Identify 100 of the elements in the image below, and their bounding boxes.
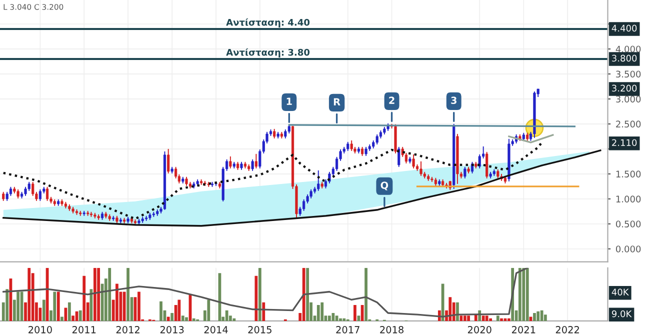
bar <box>97 268 100 321</box>
bar <box>518 268 522 321</box>
bar <box>339 318 342 321</box>
bar <box>357 316 360 321</box>
y-tick-label: 1.000 <box>616 196 641 202</box>
bar <box>460 316 463 321</box>
annotation: 40K <box>612 288 629 296</box>
candlestick <box>251 158 254 172</box>
bar <box>254 276 258 321</box>
annotation: R <box>334 98 340 106</box>
bar <box>489 318 492 321</box>
x-tick-label: 2012 <box>116 326 140 334</box>
annotation: 2.110 <box>612 139 637 146</box>
x-tick-label: 2011 <box>72 326 96 334</box>
bar <box>138 292 140 321</box>
bar <box>482 316 485 321</box>
bar <box>160 301 162 321</box>
candlestick <box>398 146 400 168</box>
bar <box>544 314 547 321</box>
x-tick-label: 2021 <box>512 326 536 334</box>
candlestick <box>317 170 320 192</box>
bar <box>116 284 118 321</box>
bar <box>225 310 228 321</box>
bar <box>192 318 196 321</box>
candlestick <box>404 152 408 164</box>
bar <box>533 313 536 321</box>
candlestick <box>167 148 170 174</box>
y-tick-label: 1.500 <box>616 170 641 178</box>
annotation: 9.0K <box>612 310 632 318</box>
x-tick-label: 2022 <box>556 326 579 334</box>
bar <box>6 289 9 321</box>
bar <box>42 300 46 321</box>
x-tick-label: 2015 <box>248 326 272 334</box>
bar <box>16 292 20 321</box>
bar <box>536 311 540 321</box>
bar <box>529 316 532 321</box>
x-tick-label: 2013 <box>160 326 184 334</box>
bar <box>332 313 335 321</box>
bar <box>306 268 309 321</box>
bar <box>53 292 56 321</box>
bar <box>342 318 346 321</box>
bar <box>456 302 459 321</box>
bar <box>354 305 356 321</box>
bar <box>82 276 86 321</box>
annotation: 3 <box>451 96 456 104</box>
bar <box>178 300 181 321</box>
candlestick <box>302 198 306 212</box>
y-tick-label: 4.000 <box>616 46 641 53</box>
bar <box>467 316 470 321</box>
y-tick-label: 0.000 <box>616 246 641 252</box>
candlestick <box>464 166 466 179</box>
bar <box>302 268 306 321</box>
bar <box>232 318 236 321</box>
candlestick <box>376 134 378 145</box>
line-series <box>2 141 543 220</box>
bar <box>93 268 96 321</box>
bar <box>170 313 174 321</box>
bar <box>328 316 331 321</box>
bar <box>56 292 60 321</box>
bar <box>474 314 478 321</box>
x-tick-label: 2014 <box>204 326 228 334</box>
bar <box>60 316 64 321</box>
annotation: 3.200 <box>612 84 637 92</box>
annotation: 2 <box>389 96 394 104</box>
candlestick <box>478 154 481 169</box>
bar <box>72 316 74 321</box>
bar <box>207 300 210 321</box>
annotation: 3.800 <box>612 54 637 62</box>
y-tick-label: 3.000 <box>616 96 641 103</box>
candlestick <box>420 160 422 176</box>
bar <box>78 310 82 321</box>
bar <box>335 316 338 321</box>
ref-line-label: Αντίσταση: 4.40 <box>226 18 310 28</box>
x-tick-label: 2017 <box>336 326 360 334</box>
y-tick-label: 3.500 <box>616 70 641 78</box>
annotation: Q <box>380 182 388 190</box>
y-tick-label: 2.500 <box>616 120 641 128</box>
y-tick-label: 0.500 <box>616 220 641 228</box>
bar <box>68 302 71 321</box>
x-tick-label: 2010 <box>28 326 52 334</box>
candlestick <box>38 188 42 202</box>
bar <box>185 317 188 321</box>
candlestick <box>254 153 258 169</box>
ref-line-label: Αντίσταση: 3.80 <box>226 48 310 58</box>
bar <box>496 316 500 321</box>
bar <box>526 268 529 321</box>
bar <box>508 318 510 321</box>
bar <box>316 305 320 321</box>
bar <box>181 316 184 321</box>
candlestick <box>273 128 276 139</box>
x-tick-label: 2020 <box>468 326 492 334</box>
candlestick <box>229 156 232 169</box>
x-tick-label: 2018 <box>380 326 404 334</box>
candlestick <box>46 186 49 202</box>
bar <box>28 268 31 321</box>
annotation: 1 <box>286 98 292 105</box>
bar <box>540 310 544 321</box>
candlestick <box>412 154 415 169</box>
bar <box>500 318 503 321</box>
candlestick <box>486 151 488 179</box>
